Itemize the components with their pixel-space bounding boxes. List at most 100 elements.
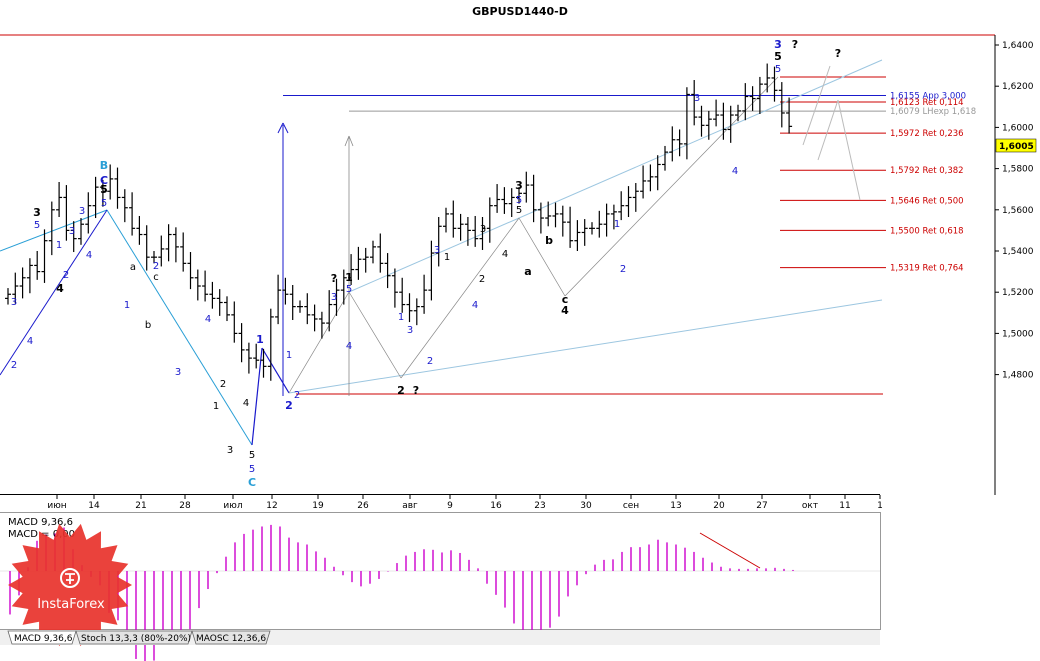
wave-label: 5 bbox=[101, 198, 107, 209]
wave-label: 3 bbox=[175, 367, 181, 378]
wave-label: 2 bbox=[479, 274, 485, 285]
date-tick-label: 12 bbox=[266, 501, 277, 511]
date-tick-label: 19 bbox=[312, 501, 324, 511]
minor-wave bbox=[518, 217, 566, 297]
arrow-head bbox=[277, 122, 284, 134]
price-tick-label: 1,5000 bbox=[1002, 329, 1034, 339]
level-label: 1,5319 Ret 0,764 bbox=[890, 264, 964, 274]
wave-label: C bbox=[248, 476, 256, 489]
wave-label: 4 bbox=[502, 249, 508, 260]
date-tick-label: 11 bbox=[839, 501, 850, 511]
wave-label: 1 bbox=[398, 312, 404, 323]
wave-line-c bbox=[0, 209, 108, 376]
minor-wave bbox=[348, 291, 402, 379]
wave-label: 5 bbox=[346, 284, 352, 295]
wave-label: b bbox=[545, 234, 553, 247]
level-label: 1,5972 Ret 0,236 bbox=[890, 129, 964, 139]
wave-label: c bbox=[562, 293, 569, 306]
wave-label: 3 bbox=[407, 325, 413, 336]
wave-label: 2 bbox=[220, 379, 226, 390]
candles bbox=[5, 63, 793, 381]
wave-label: 3 bbox=[515, 179, 523, 192]
level-label: 1,5500 Ret 0,618 bbox=[890, 226, 964, 236]
logo-emblem-mark-icon bbox=[65, 573, 75, 584]
wave-label: 2 bbox=[153, 261, 159, 272]
price-tick-label: 1,5200 bbox=[1002, 288, 1034, 298]
wave-label: 3 bbox=[694, 93, 700, 104]
price-tick-label: 1,6000 bbox=[1002, 123, 1034, 133]
wave-label: 1 bbox=[213, 401, 219, 412]
wave-label: 5 bbox=[249, 450, 255, 461]
date-tick-label: сен bbox=[623, 501, 639, 511]
wave-label: ? bbox=[835, 47, 841, 60]
price-tick-label: 1,5400 bbox=[1002, 247, 1034, 257]
date-tick-label: 14 bbox=[88, 501, 100, 511]
wave-label: 4 bbox=[86, 250, 92, 261]
wave-label: 2 bbox=[294, 390, 300, 401]
current-price-label: 1,6005 bbox=[999, 142, 1034, 152]
scenario-line bbox=[802, 65, 831, 146]
arrow-head bbox=[348, 135, 354, 147]
logo-badge-icon bbox=[8, 523, 132, 647]
date-tick-label: 9 bbox=[447, 501, 453, 511]
date-tick-label: 21 bbox=[135, 501, 146, 511]
wave-label: 3 bbox=[79, 206, 85, 217]
instaforex-logo: InstaForex bbox=[8, 523, 132, 647]
tab-stoch[interactable]: Stoch 13,3,3 (80%-20%) bbox=[75, 630, 193, 645]
level-label: 1,6079 LHexp 1,618 bbox=[890, 107, 976, 117]
wave-label: 4 bbox=[561, 304, 569, 317]
wave-label: ? bbox=[792, 38, 798, 51]
date-tick-label: 16 bbox=[490, 501, 502, 511]
wave-label: 2 bbox=[427, 356, 433, 367]
date-tick-label: 23 bbox=[534, 501, 545, 511]
price-axis: 1,6400 1,6200 1,6000 1,5800 1,5600 1,5400 1,52… bbox=[995, 41, 1034, 381]
wave-label: 4 bbox=[27, 336, 33, 347]
trend-line-a bbox=[0, 209, 108, 252]
indicator-tabs: MACD 9,36,6 Stoch 13,3,3 (80%-20%) MAOSC… bbox=[0, 630, 880, 645]
current-price-box bbox=[995, 138, 1037, 153]
tab-macd-label: MACD 9,36,6 bbox=[14, 634, 73, 644]
wave-label: 2 bbox=[620, 264, 626, 275]
wave-label: 4 bbox=[346, 341, 352, 352]
minor-wave bbox=[564, 76, 779, 297]
macd-title: MACD 9,36,6 bbox=[8, 517, 73, 528]
wave-label: 5 bbox=[516, 195, 522, 206]
wave-label: 5 bbox=[34, 220, 40, 231]
wave-label: 3 bbox=[33, 206, 41, 219]
arrow-head bbox=[282, 122, 289, 134]
wave-label: 5 bbox=[100, 183, 108, 196]
wave-label: 1 bbox=[124, 300, 130, 311]
tab-maosc-label: MAOSC 12,36,6 bbox=[196, 634, 266, 644]
price-tick-label: 1,6400 bbox=[1002, 41, 1034, 51]
wave-label: c bbox=[153, 272, 159, 283]
level-label: 1,6123 Ret 0,114 bbox=[890, 98, 964, 108]
wave-label: 1 bbox=[345, 271, 353, 284]
level-label: 1,6155 App 3,000 bbox=[890, 91, 966, 101]
date-tick-label: 30 bbox=[580, 501, 592, 511]
price-tick-label: 1,5600 bbox=[1002, 206, 1034, 216]
wave-label: 3 bbox=[227, 445, 233, 456]
wave-label: 4 bbox=[243, 398, 249, 409]
wave-label: 5 bbox=[249, 464, 255, 475]
wave-label: 1 bbox=[256, 333, 264, 346]
tab-maosc[interactable]: MAOSC 12,36,6 bbox=[191, 630, 271, 645]
wave-label: 3 bbox=[480, 224, 486, 235]
wave-label: 3 bbox=[331, 292, 337, 303]
tab-macd[interactable]: MACD 9,36,6 bbox=[7, 630, 77, 645]
price-tick-label: 1,5800 bbox=[1002, 165, 1034, 175]
wave-label: 2 bbox=[63, 270, 69, 281]
date-tick-label: авг bbox=[402, 501, 418, 511]
level-label: 1,5646 Ret 0,500 bbox=[890, 196, 964, 206]
price-tick-label: 1,6200 bbox=[1002, 82, 1034, 92]
channel-top bbox=[348, 59, 883, 293]
minor-wave bbox=[288, 291, 350, 394]
date-tick-label: июн bbox=[47, 501, 66, 511]
chart-title: GBPUSD1440-D bbox=[472, 5, 568, 18]
wave-label: B bbox=[100, 159, 108, 172]
date-axis: июн 14 21 28 июл 12 19 26 авг 9 16 23 30 сен 13 20 27 окт… bbox=[47, 495, 883, 511]
logo-text: InstaForex bbox=[37, 597, 105, 612]
scenario-line bbox=[837, 99, 861, 201]
wave-label: 1 bbox=[286, 350, 292, 361]
